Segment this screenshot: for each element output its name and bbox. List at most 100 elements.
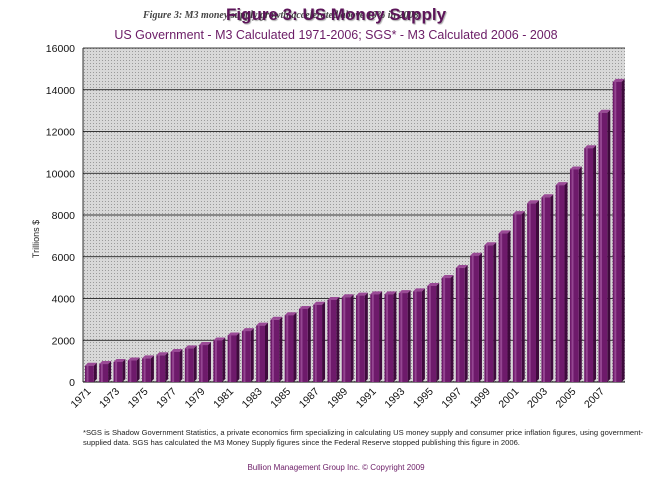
- bar-front: [241, 331, 251, 382]
- bar-top: [156, 352, 169, 356]
- bar-highlight: [414, 291, 417, 382]
- bar-front: [298, 308, 308, 382]
- bar-side: [350, 294, 354, 382]
- y-tick-label: 6000: [52, 252, 76, 264]
- bar-1975: [142, 355, 154, 382]
- bar-side: [464, 265, 468, 382]
- chart-subtitle: US Government - M3 Calculated 1971-2006;…: [114, 28, 558, 42]
- bars: [85, 78, 625, 383]
- bar-highlight: [286, 315, 289, 382]
- bar-side: [150, 355, 154, 382]
- bar-highlight: [485, 245, 488, 382]
- bar-1991: [370, 291, 383, 382]
- bar-highlight: [614, 81, 617, 382]
- bar-side: [179, 348, 183, 382]
- bar-side: [607, 109, 611, 383]
- bar-1999: [484, 242, 497, 382]
- bar-front: [127, 360, 137, 382]
- bar-side: [536, 200, 540, 382]
- bar-top: [498, 230, 511, 234]
- bar-front: [184, 348, 194, 382]
- bar-front: [527, 203, 537, 382]
- y-axis-label: Trillions $: [31, 220, 41, 258]
- bar-front: [455, 268, 465, 382]
- bar-front: [413, 291, 422, 382]
- bar-side: [379, 291, 383, 382]
- bar-side: [336, 296, 340, 382]
- x-tick-label: 1975: [126, 386, 151, 411]
- bar-side: [364, 292, 368, 382]
- bar-highlight: [500, 233, 503, 382]
- bar-side: [122, 358, 126, 382]
- bar-side: [322, 301, 326, 382]
- x-tick-label: 2005: [553, 386, 578, 411]
- y-tick-label: 8000: [52, 210, 76, 222]
- bar-1992: [384, 291, 397, 382]
- bar-highlight: [229, 335, 232, 382]
- bar-1980: [213, 337, 226, 382]
- bar-front: [356, 295, 365, 382]
- bar-top: [298, 305, 311, 309]
- bar-highlight: [186, 348, 189, 382]
- bar-front: [156, 355, 166, 382]
- x-tick-label: 1971: [69, 386, 94, 411]
- bar-highlight: [457, 268, 460, 382]
- chart-title: Figure 3: US Money Supply: [225, 5, 447, 24]
- bar-highlight: [314, 304, 317, 382]
- bar-side: [578, 166, 582, 382]
- bar-2005: [569, 166, 582, 382]
- bar-front: [555, 185, 565, 382]
- y-tick-label: 16000: [46, 43, 75, 55]
- bar-front: [441, 278, 451, 382]
- bar-top: [555, 182, 568, 186]
- bar-top: [527, 200, 540, 204]
- bar-top: [99, 361, 112, 365]
- bar-top: [256, 322, 269, 326]
- bar-2003: [541, 194, 554, 382]
- x-tick-label: 2007: [582, 386, 607, 411]
- bar-1993: [398, 290, 411, 382]
- bar-front: [484, 245, 494, 382]
- bar-1997: [455, 265, 468, 382]
- bar-front: [85, 365, 94, 382]
- bar-side: [564, 182, 568, 382]
- bar-highlight: [214, 340, 217, 382]
- bar-chart: 0 2000 4000 6000 8000 10000 12000 14000 16000 19…: [31, 43, 625, 411]
- bar-side: [450, 275, 454, 382]
- x-tick-label: 1991: [354, 386, 379, 411]
- y-tick-label: 14000: [46, 85, 75, 97]
- bar-highlight: [571, 169, 574, 382]
- bar-side: [436, 282, 440, 382]
- bar-highlight: [115, 361, 118, 382]
- x-tick-label: 1985: [268, 386, 293, 411]
- bar-highlight: [514, 214, 517, 382]
- bar-1996: [441, 275, 454, 382]
- x-tick-label: 1995: [411, 386, 436, 411]
- bar-1981: [227, 332, 240, 382]
- bar-side: [521, 211, 525, 382]
- bar-1976: [156, 352, 169, 382]
- bar-1979: [199, 342, 211, 382]
- bar-front: [427, 285, 437, 382]
- bar-front: [113, 361, 123, 382]
- bar-highlight: [172, 351, 175, 382]
- bar-highlight: [343, 297, 346, 382]
- y-axis-ticks: 0 2000 4000 6000 8000 10000 12000 14000 16000: [46, 43, 75, 389]
- bar-highlight: [471, 255, 474, 382]
- bar-highlight: [300, 308, 303, 382]
- bar-top: [213, 337, 226, 341]
- bar-top: [427, 282, 440, 286]
- bar-top: [370, 291, 383, 295]
- bar-2002: [527, 200, 540, 382]
- bar-front: [327, 299, 337, 382]
- bar-highlight: [157, 355, 160, 382]
- y-tick-label: 12000: [46, 127, 75, 139]
- bar-1974: [127, 357, 140, 382]
- bar-top: [598, 109, 611, 113]
- bar-top: [413, 288, 425, 292]
- bar-highlight: [100, 364, 103, 382]
- bar-highlight: [443, 278, 446, 382]
- bar-1978: [184, 345, 197, 382]
- bar-top: [170, 348, 183, 352]
- bar-1985: [284, 312, 297, 382]
